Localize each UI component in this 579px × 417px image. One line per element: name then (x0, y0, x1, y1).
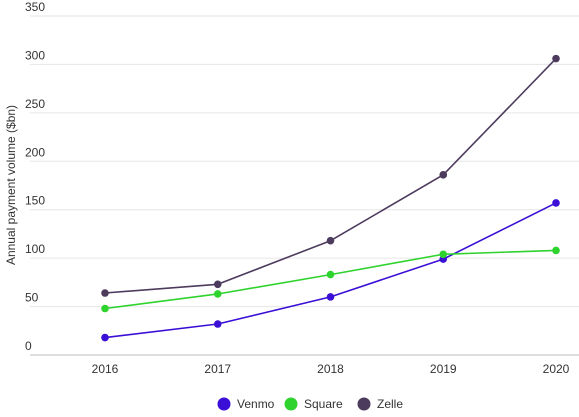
legend-marker-icon (357, 397, 371, 411)
legend-marker-icon (284, 397, 298, 411)
x-tick-label: 2016 (92, 362, 119, 376)
legend: Venmo Square Zelle (217, 397, 403, 411)
data-point-venmo (552, 199, 560, 207)
legend-item-zelle: Zelle (357, 397, 403, 411)
y-tick-label: 50 (25, 291, 39, 305)
series-venmo (101, 199, 560, 342)
x-tick-label: 2020 (543, 362, 570, 376)
data-point-venmo (213, 320, 222, 328)
y-tick-label: 100 (25, 242, 45, 256)
data-point-square (326, 270, 335, 279)
y-axis-ticks: 0 50 100 150 200 250 300 350 (25, 0, 45, 353)
y-tick-label: 0 (25, 339, 32, 353)
data-point-zelle (326, 236, 335, 245)
data-point-zelle (552, 54, 560, 63)
y-tick-label: 150 (25, 194, 45, 208)
y-tick-label: 300 (25, 48, 45, 62)
legend-marker-icon (217, 397, 231, 411)
legend-label: Zelle (377, 397, 403, 411)
data-point-venmo (101, 333, 109, 342)
legend-label: Square (304, 397, 343, 411)
series-square (101, 246, 560, 313)
data-point-venmo (326, 293, 335, 301)
series-lines (101, 54, 560, 342)
legend-label: Venmo (237, 397, 275, 411)
x-tick-label: 2019 (430, 362, 457, 376)
y-tick-label: 250 (25, 97, 45, 111)
data-point-square (101, 304, 109, 313)
data-point-square (439, 250, 448, 259)
gridlines (30, 15, 579, 356)
y-axis-title: Annual payment volume ($bn) (4, 105, 18, 265)
data-point-zelle (213, 280, 222, 289)
series-zelle (101, 54, 560, 297)
y-tick-label: 200 (25, 145, 45, 159)
x-tick-label: 2018 (317, 362, 344, 376)
data-point-zelle (101, 289, 109, 297)
series-line-venmo (104, 202, 557, 339)
x-axis-ticks: 2016 2017 2018 2019 2020 (92, 362, 570, 376)
data-point-square (213, 290, 222, 298)
data-point-zelle (439, 171, 448, 179)
legend-item-square: Square (284, 397, 343, 411)
x-tick-label: 2017 (204, 362, 231, 376)
y-tick-label: 350 (25, 0, 45, 14)
legend-item-venmo: Venmo (217, 397, 275, 411)
data-point-square (552, 246, 560, 255)
